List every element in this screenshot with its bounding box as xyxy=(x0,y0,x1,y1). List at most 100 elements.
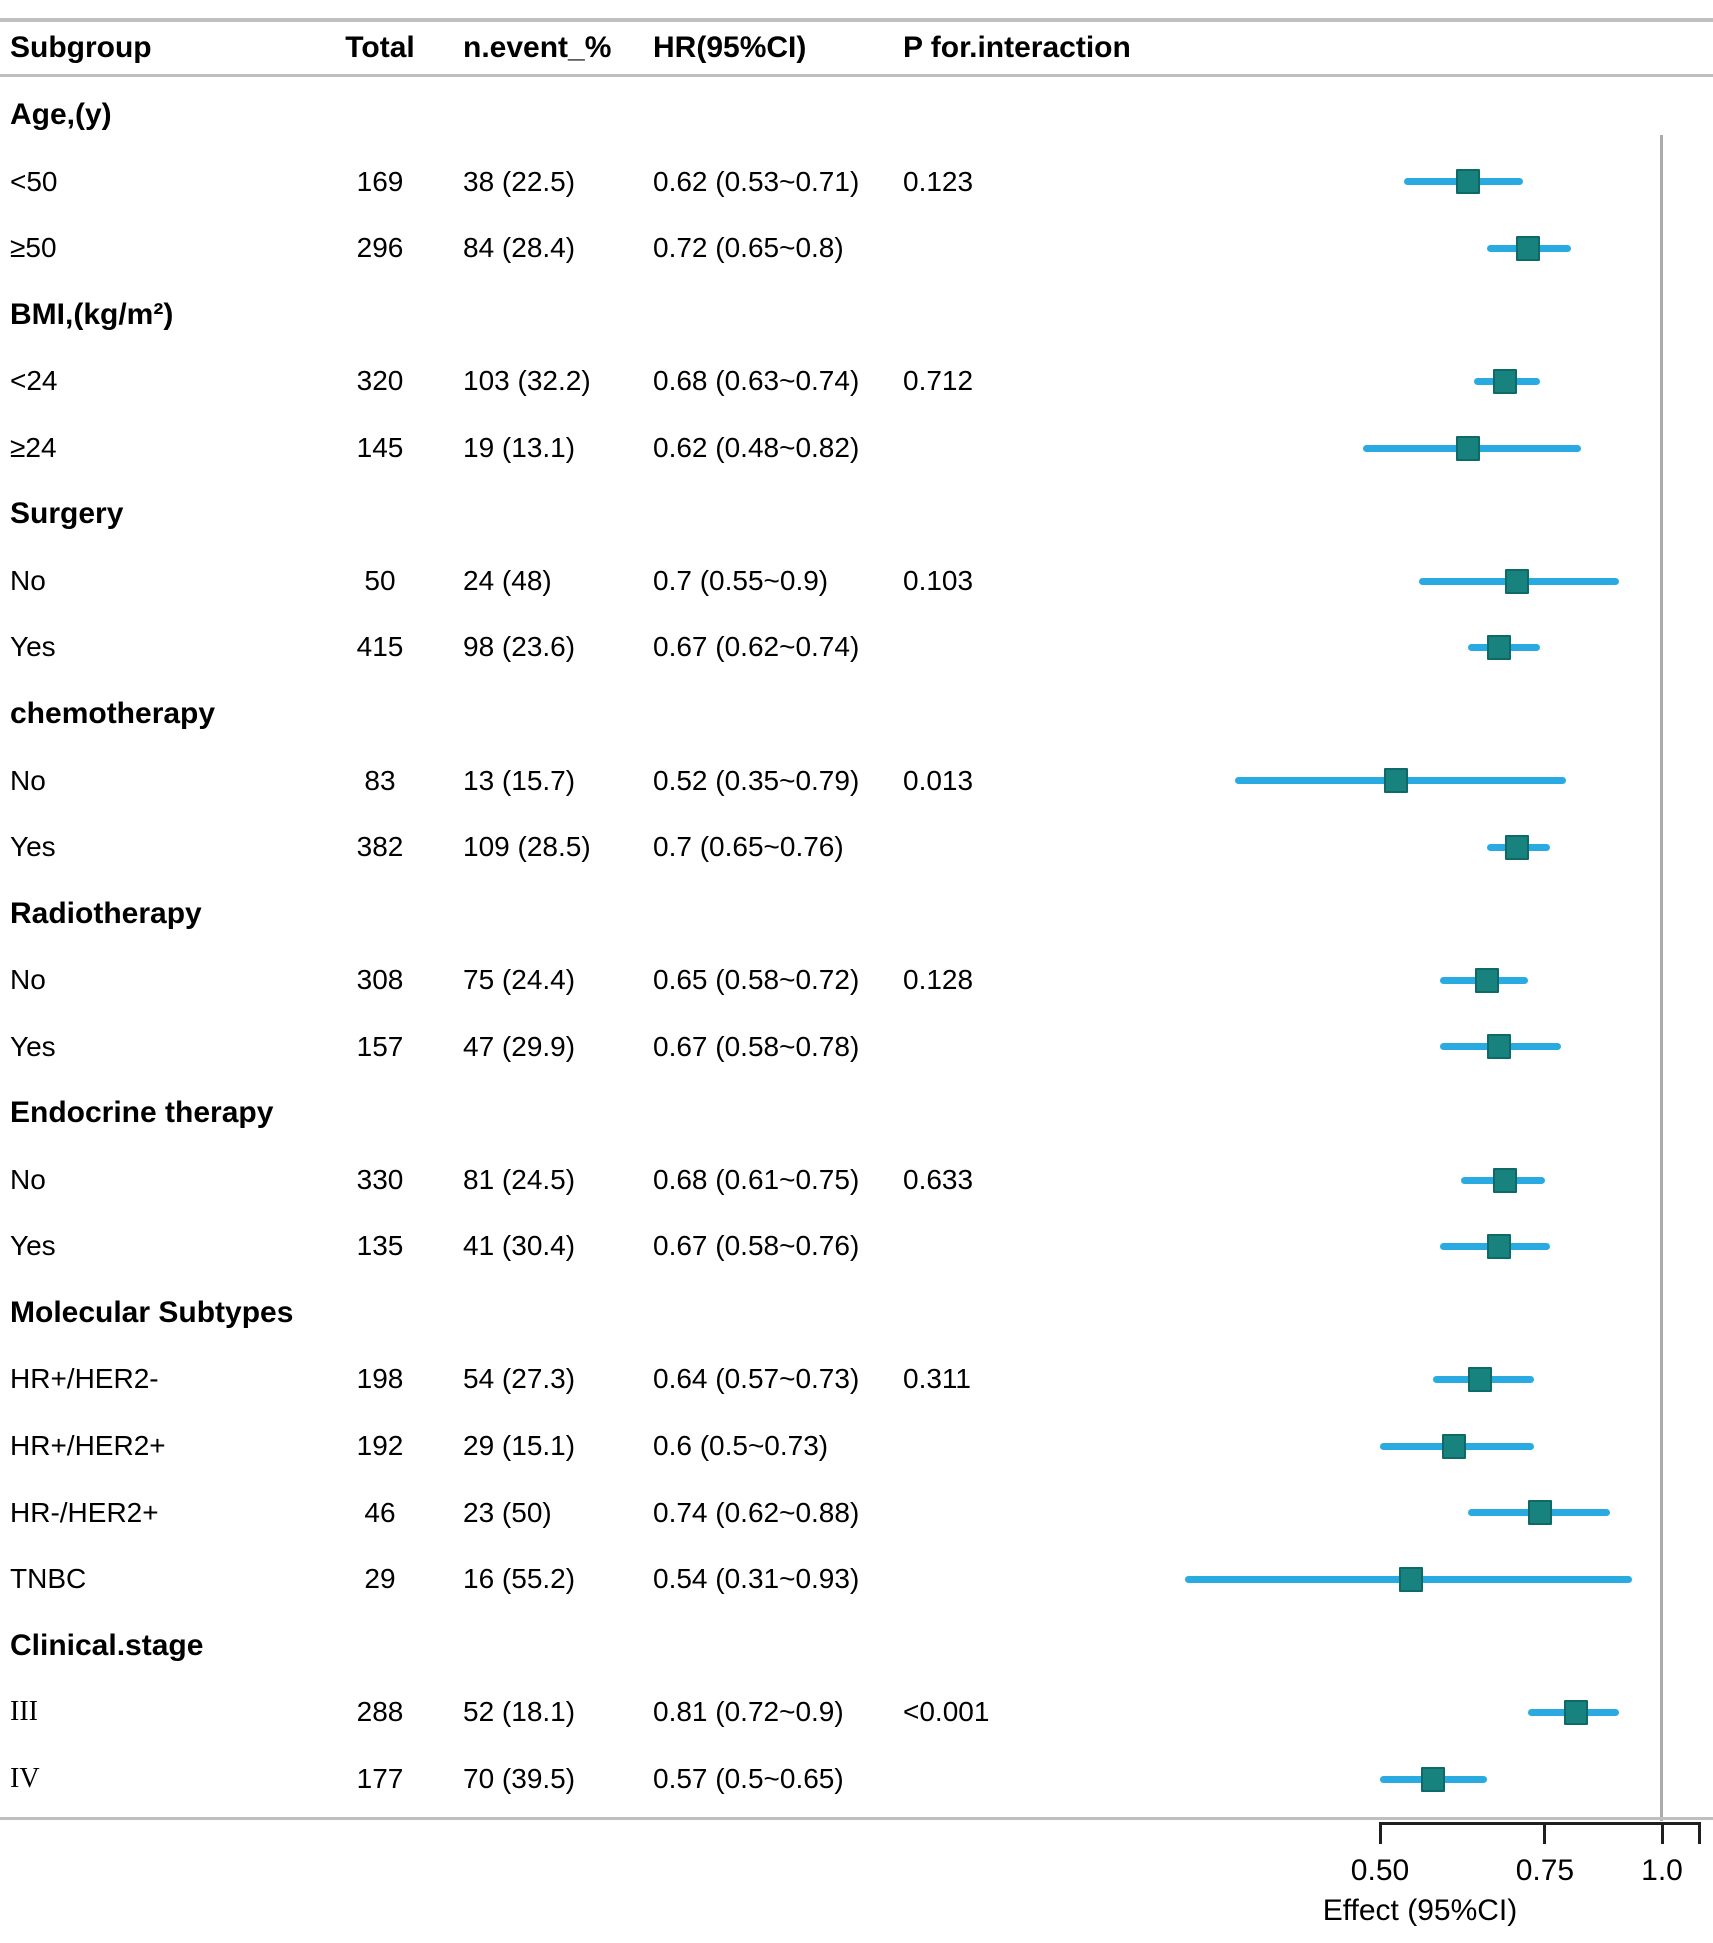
hr-ci-value: 0.68 (0.63~0.74) xyxy=(653,365,860,397)
n-event-value: 19 (13.1) xyxy=(463,431,576,463)
p-interaction-value: 0.311 xyxy=(903,1363,971,1395)
total-value: 198 xyxy=(356,1363,404,1395)
total-value: 192 xyxy=(356,1430,404,1461)
subgroup-label: ≥50 xyxy=(10,232,57,264)
hr-ci-value: 0.64 (0.57~0.73) xyxy=(653,1363,860,1395)
hr-point-marker xyxy=(1516,235,1541,261)
reference-line-hr-1 xyxy=(1660,135,1663,1821)
n-event-value: 41 (30.4) xyxy=(463,1230,576,1262)
hr-ci-value: 0.67 (0.62~0.74) xyxy=(653,631,860,663)
subgroup-data-row: HR+/HER2- 198 54 (27.3) 0.64 (0.57~0.73) 0.3… xyxy=(0,1346,1713,1413)
group-header-row: chemotherapy xyxy=(0,681,1713,748)
subgroup-label: No xyxy=(10,964,46,996)
x-axis-tick xyxy=(1543,1822,1547,1844)
column-header-total: Total xyxy=(345,31,415,64)
hr-ci-value: 0.54 (0.31~0.93) xyxy=(653,1563,860,1595)
subgroup-label: Yes xyxy=(10,631,56,663)
subgroup-label: No xyxy=(10,764,46,796)
total-value: 415 xyxy=(356,631,404,663)
total-value: 330 xyxy=(356,1163,404,1195)
subgroup-data-row: <50 169 38 (22.5) 0.62 (0.53~0.71) 0.123 xyxy=(0,149,1713,216)
n-event-value: 98 (23.6) xyxy=(463,631,576,663)
group-header-row: Surgery xyxy=(0,481,1713,548)
n-event-value: 24 (48) xyxy=(463,564,552,596)
subgroup-label: ≥24 xyxy=(10,431,57,463)
column-header-n-event: n.event_% xyxy=(463,31,612,64)
subgroup-label: III xyxy=(10,1696,38,1728)
subgroup-label: Yes xyxy=(10,1030,56,1062)
total-value: 50 xyxy=(364,564,396,596)
group-header-row: Radiotherapy xyxy=(0,881,1713,948)
total-value: 135 xyxy=(356,1230,404,1262)
subgroup-label: IV xyxy=(10,1762,40,1794)
hr-point-marker xyxy=(1487,635,1511,661)
total-value: 169 xyxy=(356,165,404,197)
subgroup-data-row: Yes 135 41 (30.4) 0.67 (0.58~0.76) xyxy=(0,1213,1713,1280)
n-event-value: 84 (28.4) xyxy=(463,232,576,264)
group-label: BMI,(kg/m²) xyxy=(10,297,174,331)
group-label: Endocrine therapy xyxy=(10,1096,274,1130)
subgroup-data-row: Yes 157 47 (29.9) 0.67 (0.58~0.78) xyxy=(0,1014,1713,1081)
subgroup-label: TNBC xyxy=(10,1563,87,1595)
total-value: 145 xyxy=(356,431,404,463)
hr-ci-value: 0.74 (0.62~0.88) xyxy=(653,1496,860,1528)
n-event-value: 13 (15.7) xyxy=(463,764,576,796)
hr-point-marker xyxy=(1493,1167,1518,1193)
n-event-value: 70 (39.5) xyxy=(463,1762,576,1794)
n-event-value: 38 (22.5) xyxy=(463,165,576,197)
subgroup-label: Yes xyxy=(10,1230,56,1262)
group-label: Clinical.stage xyxy=(10,1628,204,1662)
n-event-value: 75 (24.4) xyxy=(463,964,576,996)
p-interaction-value: 0.103 xyxy=(903,564,974,596)
subgroup-data-row: ≥50 296 84 (28.4) 0.72 (0.65~0.8) xyxy=(0,215,1713,282)
group-header-row: Age,(y) xyxy=(0,82,1713,149)
hr-point-marker xyxy=(1474,967,1499,993)
group-header-row: BMI,(kg/m²) xyxy=(0,282,1713,349)
hr-ci-value: 0.67 (0.58~0.78) xyxy=(653,1030,860,1062)
p-interaction-value: 0.128 xyxy=(903,964,974,996)
total-value: 382 xyxy=(356,831,404,863)
p-interaction-value: 0.712 xyxy=(903,365,974,397)
hr-point-marker xyxy=(1493,368,1518,394)
hr-ci-value: 0.57 (0.5~0.65) xyxy=(653,1762,844,1794)
hr-point-marker xyxy=(1527,1500,1552,1526)
total-value: 177 xyxy=(356,1762,404,1794)
hr-point-marker xyxy=(1504,568,1529,594)
hr-ci-value: 0.68 (0.61~0.75) xyxy=(653,1163,860,1195)
total-value: 320 xyxy=(356,365,404,397)
x-tick-label: 0.75 xyxy=(1515,1854,1575,1887)
hr-ci-value: 0.6 (0.5~0.73) xyxy=(653,1430,829,1461)
subgroup-data-row: III 288 52 (18.1) 0.81 (0.72~0.9) <0.001 xyxy=(0,1679,1713,1746)
group-header-row: Clinical.stage xyxy=(0,1613,1713,1680)
hr-point-marker xyxy=(1504,834,1529,860)
hr-point-marker xyxy=(1399,1566,1424,1592)
hr-ci-value: 0.52 (0.35~0.79) xyxy=(653,764,860,796)
subgroup-data-row: Yes 415 98 (23.6) 0.67 (0.62~0.74) xyxy=(0,614,1713,681)
hr-ci-value: 0.62 (0.48~0.82) xyxy=(653,431,860,463)
subgroup-data-row: No 330 81 (24.5) 0.68 (0.61~0.75) 0.633 xyxy=(0,1147,1713,1214)
group-label: Radiotherapy xyxy=(10,896,202,930)
group-label: Surgery xyxy=(10,497,124,531)
n-event-value: 16 (55.2) xyxy=(463,1563,576,1595)
hr-ci-value: 0.67 (0.58~0.76) xyxy=(653,1230,860,1262)
hr-point-marker xyxy=(1421,1766,1446,1792)
total-value: 29 xyxy=(364,1563,396,1595)
x-tick-label: 1.0 xyxy=(1641,1854,1683,1887)
hr-ci-value: 0.7 (0.55~0.9) xyxy=(653,564,829,596)
n-event-value: 54 (27.3) xyxy=(463,1363,576,1395)
p-interaction-value: 0.013 xyxy=(903,764,974,796)
n-event-value: 47 (29.9) xyxy=(463,1030,576,1062)
group-label: Molecular Subtypes xyxy=(10,1295,294,1329)
subgroup-data-row: IV 177 70 (39.5) 0.57 (0.5~0.65) xyxy=(0,1746,1713,1813)
n-event-value: 52 (18.1) xyxy=(463,1696,576,1728)
total-value: 288 xyxy=(356,1696,404,1728)
hr-point-marker xyxy=(1455,435,1480,461)
hr-point-marker xyxy=(1487,1034,1511,1060)
total-value: 46 xyxy=(364,1496,396,1528)
total-value: 308 xyxy=(356,964,404,996)
hr-ci-value: 0.81 (0.72~0.9) xyxy=(653,1696,844,1728)
x-axis-title: Effect (95%CI) xyxy=(1322,1894,1518,1927)
subgroup-data-row: TNBC 29 16 (55.2) 0.54 (0.31~0.93) xyxy=(0,1546,1713,1613)
subgroup-label: <24 xyxy=(10,365,58,397)
hr-ci-value: 0.62 (0.53~0.71) xyxy=(653,165,860,197)
